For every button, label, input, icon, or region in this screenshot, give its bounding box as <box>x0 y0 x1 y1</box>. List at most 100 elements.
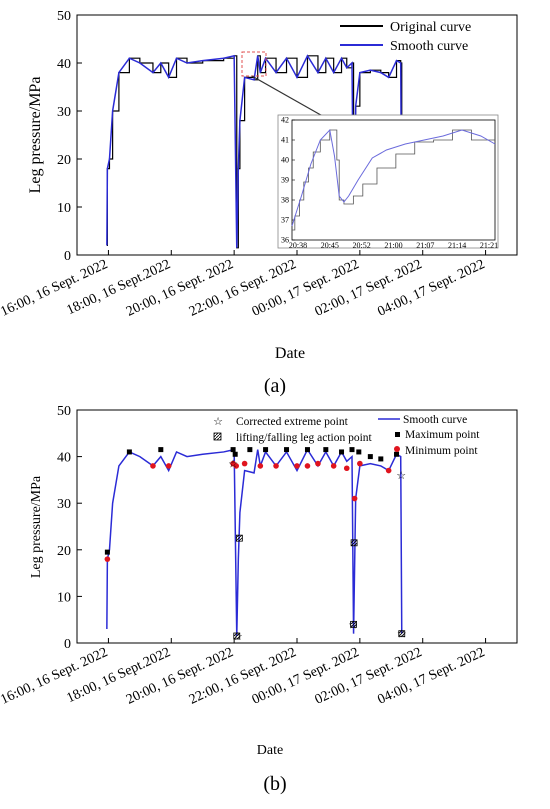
inset-y-tick-label: 38 <box>281 196 289 205</box>
min-point <box>150 463 156 469</box>
x-tick-label: 00:00, 17 Sept. 2022 <box>250 645 362 708</box>
max-point <box>349 447 355 453</box>
inset-x-tick-label: 21:14 <box>448 241 466 250</box>
inset-y-tick-label: 39 <box>281 176 289 185</box>
inset-frame <box>277 114 499 249</box>
panel-b-ylabel: Leg pressure/MPa <box>29 475 44 578</box>
max-point <box>323 447 329 453</box>
x-tick-label: 04:00, 17 Sept. 2022 <box>376 645 488 708</box>
inset-y-tick-label: 42 <box>281 116 289 125</box>
min-point <box>104 556 111 562</box>
x-tick-label: 22:00, 16 Sept. 2022 <box>187 257 299 320</box>
x-tick-label: 00:00, 17 Sept. 2022 <box>250 257 362 320</box>
leg-action-point <box>235 534 243 542</box>
inset-smooth-line <box>291 128 496 227</box>
min-point <box>233 463 240 469</box>
max-point <box>339 449 345 455</box>
y-tick-label: 30 <box>57 105 71 120</box>
min-point <box>351 495 358 502</box>
x-tick-label: 16:00, 16 Sept. 2022 <box>0 257 110 320</box>
max-point <box>104 549 110 555</box>
legend-corrected-label: Corrected extreme point <box>236 416 349 428</box>
max-point <box>263 447 269 453</box>
min-point <box>330 463 337 469</box>
inset-x-tick-label: 20:45 <box>321 241 339 250</box>
min-point <box>315 460 321 467</box>
inset-x-tick-label: 20:38 <box>289 241 307 250</box>
legend-hatched-symbol <box>213 432 222 441</box>
min-point <box>385 467 392 474</box>
legend-lifting-label: lifting/falling leg action point <box>236 432 373 444</box>
y-tick-label: 40 <box>57 57 71 72</box>
y-tick-label: 10 <box>57 201 71 216</box>
max-point <box>158 447 164 453</box>
y-tick-label: 30 <box>57 497 71 512</box>
inset-y-tick-label: 41 <box>281 136 289 145</box>
max-point <box>247 447 253 453</box>
x-tick-label: 20:00, 16 Sept. 2022 <box>124 645 236 708</box>
max-point <box>367 454 373 460</box>
max-point <box>284 447 290 453</box>
legend-star-symbol: ☆ <box>213 416 223 428</box>
panel-a-ylabel: Leg pressure/MPa <box>27 77 44 194</box>
panel-b-label: (b) <box>263 773 286 795</box>
y-tick-label: 20 <box>57 544 71 559</box>
y-tick-label: 50 <box>57 404 71 419</box>
x-tick-label: 02:00, 17 Sept. 2022 <box>313 257 425 320</box>
inset-y-tick-label: 40 <box>281 156 289 165</box>
series-line-original <box>106 55 403 249</box>
x-tick-label: 02:00, 17 Sept. 2022 <box>313 645 425 708</box>
min-point <box>165 463 172 469</box>
max-point <box>394 451 400 457</box>
panel-a-xlabel: Date <box>275 345 305 362</box>
inset-y-tick-label: 37 <box>281 216 289 225</box>
y-tick-label: 10 <box>57 590 71 605</box>
min-point <box>273 463 279 469</box>
max-point <box>378 456 384 462</box>
inset-original-line <box>292 129 495 231</box>
legend-min-label: Minimum point <box>405 445 478 457</box>
y-tick-label: 0 <box>64 637 71 652</box>
x-tick-label: 18:00, 16 Sept.2022 <box>64 257 173 318</box>
inset-x-tick-label: 21:00 <box>384 241 402 250</box>
x-tick-label: 18:00, 16 Sept.2022 <box>64 645 173 706</box>
x-tick-label: 20:00, 16 Sept. 2022 <box>124 257 236 320</box>
leg-action-point <box>233 632 241 640</box>
inset-x-tick-label: 21:07 <box>416 241 434 250</box>
series-line-smooth <box>106 448 403 637</box>
y-tick-label: 0 <box>64 249 71 264</box>
panel-a-legend: Original curve Smooth curve <box>340 20 471 54</box>
panel-a-label: (a) <box>264 375 286 397</box>
min-point <box>257 463 264 469</box>
min-point <box>357 460 363 467</box>
x-tick-label: 16:00, 16 Sept. 2022 <box>0 645 110 708</box>
corrected-extreme-point: ☆ <box>396 470 406 482</box>
legend-smooth-label: Smooth curve <box>390 39 468 54</box>
zoom-region-box <box>241 51 267 77</box>
y-tick-label: 20 <box>57 153 71 168</box>
panel-b-legend: ☆ Corrected extreme point lifting/fallin… <box>213 414 480 457</box>
max-point <box>230 447 236 453</box>
legend-original-label: Original curve <box>390 20 471 35</box>
max-point <box>232 451 238 457</box>
min-point <box>294 463 300 469</box>
inset-y-tick-label: 36 <box>281 236 289 245</box>
leg-action-point <box>398 630 406 638</box>
x-tick-label: 22:00, 16 Sept. 2022 <box>187 645 299 708</box>
legend-min-symbol <box>394 446 400 452</box>
leg-action-point <box>350 620 357 628</box>
corrected-extreme-point: ☆ <box>228 459 238 471</box>
inset-x-tick-label: 21:21 <box>480 241 498 250</box>
legend-max-symbol <box>395 432 400 437</box>
legend-max-label: Maximum point <box>405 429 480 441</box>
leg-action-point <box>350 539 358 547</box>
y-tick-label: 40 <box>57 451 71 466</box>
inset-x-tick-label: 20:52 <box>353 241 371 250</box>
inset-plot: 36 37 38 39 40 41 42 20:38 20:45 20:52 21:00 21:07 2… <box>277 114 499 250</box>
max-point <box>126 449 132 455</box>
max-point <box>304 447 310 453</box>
x-tick-label: 04:00, 17 Sept. 2022 <box>376 257 488 320</box>
